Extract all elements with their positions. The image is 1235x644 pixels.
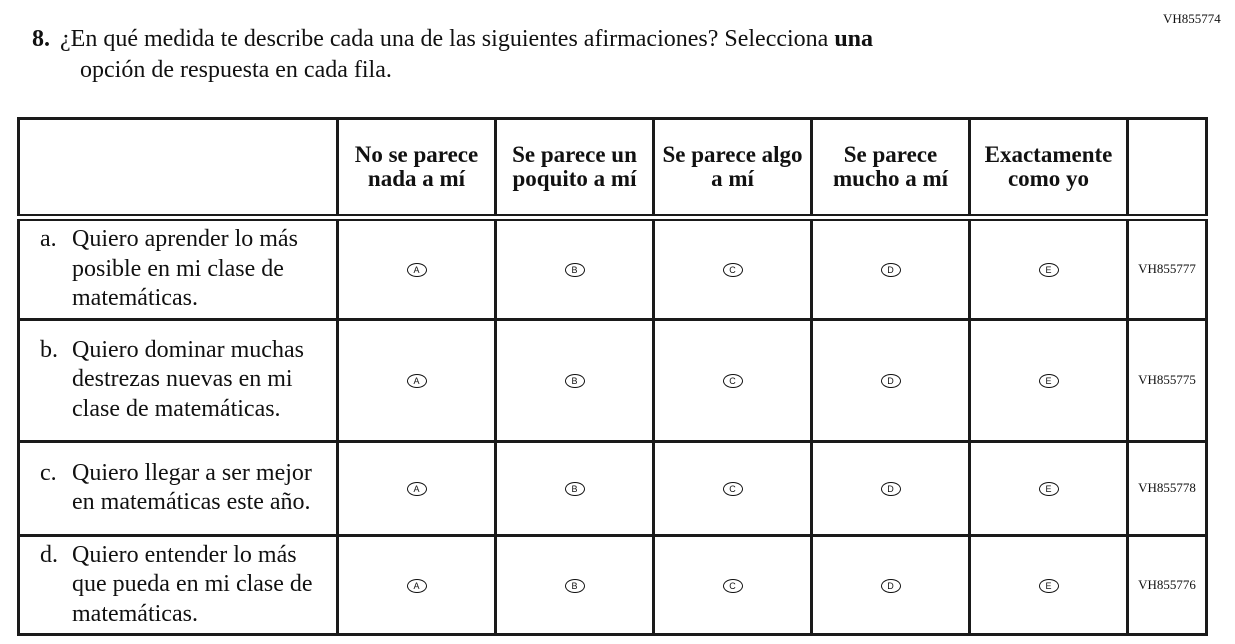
option-cell: E: [968, 439, 1129, 537]
answer-bubble-b[interactable]: B: [564, 263, 585, 278]
statement-text: Quiero entender lo más que pueda en mi c…: [72, 541, 313, 627]
response-grid: No se parece nada a mí Se parece un poqu…: [17, 117, 1208, 636]
statement-cell: b. Quiero dominar muchas destrezas nuevas…: [17, 317, 339, 443]
column-header: Se parece algo a mí: [652, 117, 813, 221]
statement-letter: a.: [40, 226, 57, 252]
answer-bubble-a[interactable]: A: [406, 374, 427, 388]
row-item-code: VH855775: [1126, 317, 1208, 443]
question-text-line2: opción de respuesta en cada fila.: [80, 57, 392, 83]
answer-bubble-a[interactable]: A: [406, 263, 427, 278]
table-row: d. Quiero entender lo más que pueda en mi…: [17, 533, 1208, 636]
option-cell: A: [336, 216, 497, 321]
statement-text: Quiero aprender lo más posible en mi cla…: [72, 226, 298, 311]
column-header: Exactamente como yo: [968, 117, 1129, 221]
statement-cell: d. Quiero entender lo más que pueda en mi…: [17, 533, 339, 636]
option-cell: D: [810, 216, 971, 321]
header-blank: [1126, 117, 1208, 221]
option-cell: B: [494, 533, 655, 636]
option-cell: C: [652, 317, 813, 443]
column-header: Se parece mucho a mí: [810, 117, 971, 221]
statement-letter: c.: [40, 459, 57, 486]
answer-bubble-d[interactable]: D: [880, 374, 901, 388]
table-row: c. Quiero llegar a ser mejor en matemátic…: [17, 439, 1208, 537]
statement-cell: c. Quiero llegar a ser mejor en matemátic…: [17, 439, 339, 537]
option-cell: E: [968, 533, 1129, 636]
option-cell: C: [652, 533, 813, 636]
option-cell: A: [336, 533, 497, 636]
option-cell: B: [494, 439, 655, 537]
answer-bubble-a[interactable]: A: [406, 482, 427, 496]
question-prompt: 8. ¿En qué medida te describe cada una de…: [32, 24, 1072, 86]
option-cell: A: [336, 317, 497, 443]
row-item-code: VH855778: [1126, 439, 1208, 537]
option-cell: E: [968, 317, 1129, 443]
option-cell: C: [652, 439, 813, 537]
item-code: VH855774: [1163, 11, 1221, 26]
statement-text: Quiero llegar a ser mejor en matemáticas…: [72, 459, 312, 516]
option-cell: B: [494, 317, 655, 443]
statement-letter: b.: [40, 336, 58, 363]
column-header: Se parece un poquito a mí: [494, 117, 655, 221]
option-cell: A: [336, 439, 497, 537]
answer-bubble-c[interactable]: C: [722, 374, 743, 388]
column-header: No se parece nada a mí: [336, 117, 497, 221]
option-cell: B: [494, 216, 655, 321]
statement-cell: a. Quiero aprender lo más posible en mi c…: [17, 216, 339, 321]
answer-bubble-b[interactable]: B: [564, 374, 585, 388]
answer-bubble-b[interactable]: B: [564, 482, 585, 496]
question-text: ¿En qué medida te describe cada una de l…: [60, 26, 835, 52]
option-cell: C: [652, 216, 813, 321]
answer-bubble-b[interactable]: B: [564, 578, 585, 593]
row-item-code: VH855776: [1126, 533, 1208, 636]
answer-bubble-e[interactable]: E: [1038, 263, 1059, 278]
answer-bubble-e[interactable]: E: [1038, 578, 1059, 593]
answer-bubble-e[interactable]: E: [1038, 482, 1059, 496]
table-row: b. Quiero dominar muchas destrezas nuevas…: [17, 317, 1208, 443]
option-cell: D: [810, 439, 971, 537]
option-cell: D: [810, 317, 971, 443]
row-item-code: VH855777: [1126, 216, 1208, 321]
answer-bubble-d[interactable]: D: [880, 263, 901, 278]
option-cell: D: [810, 533, 971, 636]
statement-text: Quiero dominar muchas destrezas nuevas e…: [72, 336, 304, 422]
table-row: a. Quiero aprender lo más posible en mi c…: [17, 216, 1208, 321]
option-cell: E: [968, 216, 1129, 321]
answer-bubble-d[interactable]: D: [880, 482, 901, 496]
answer-bubble-c[interactable]: C: [722, 578, 743, 593]
answer-bubble-d[interactable]: D: [880, 578, 901, 593]
statement-letter: d.: [40, 541, 58, 568]
question-number: 8.: [32, 26, 50, 52]
answer-bubble-c[interactable]: C: [722, 482, 743, 496]
question-emphasis: una: [834, 26, 874, 52]
answer-bubble-e[interactable]: E: [1038, 374, 1059, 388]
answer-bubble-c[interactable]: C: [722, 263, 743, 278]
header-blank: [17, 117, 339, 221]
answer-bubble-a[interactable]: A: [406, 578, 427, 593]
